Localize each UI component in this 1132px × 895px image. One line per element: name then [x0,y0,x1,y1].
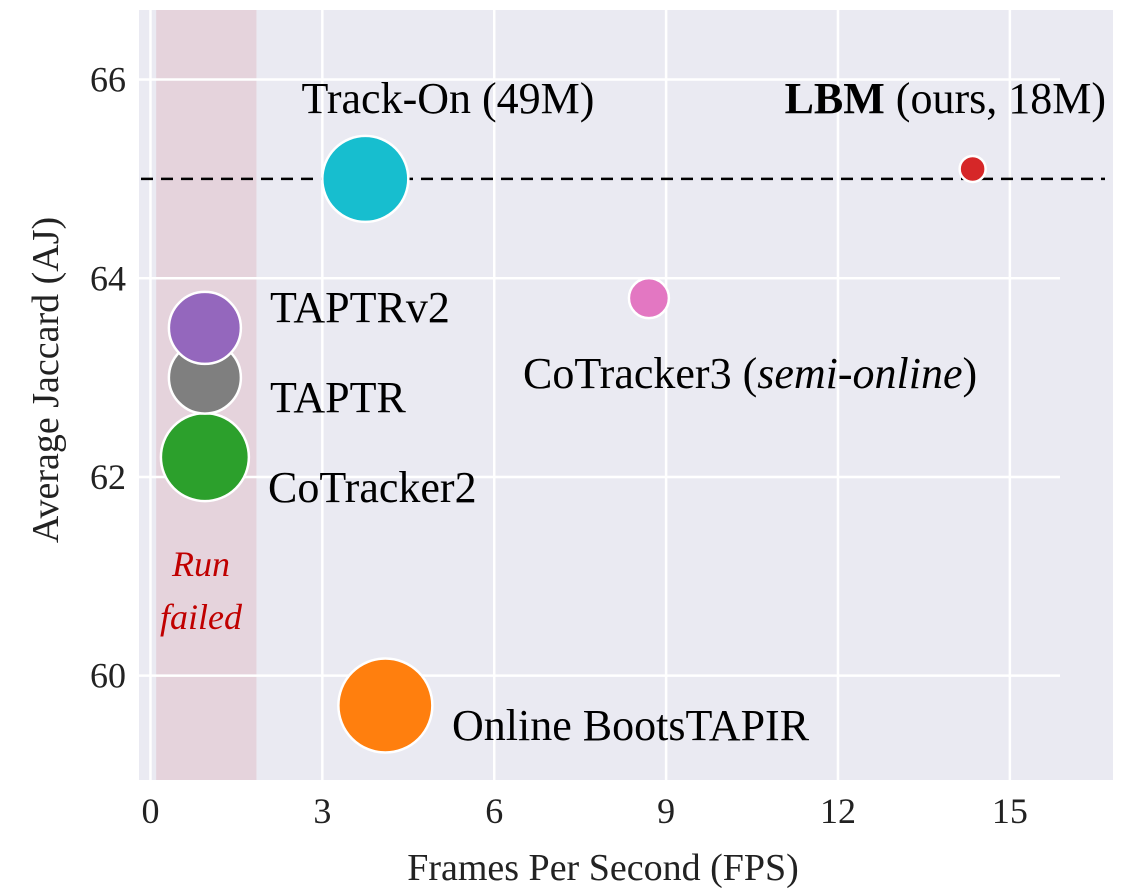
plot-background [139,10,1113,780]
x-axis-title: Frames Per Second (FPS) [407,847,799,889]
y-ticks: 60 62 64 66 [90,60,126,696]
point-cotracker2 [159,411,251,503]
x-tick-label: 6 [485,791,503,831]
run-failed-label-line1: Run [171,544,230,584]
label-track-on: Track-On (49M) [302,74,595,123]
label-lbm: LBM (ours, 18M) [785,74,1106,123]
x-tick-label: 12 [820,791,856,831]
point-cotracker3 [627,276,671,320]
label-taptr: TAPTR [270,373,406,422]
point-lbm [958,154,987,184]
point-online-bootstapir [337,657,434,754]
x-tick-label: 15 [992,791,1028,831]
y-tick-label: 60 [90,656,126,696]
y-axis-title: Average Jaccard (AJ) [25,217,67,543]
point-labels: Track-On (49M) LBM (ours, 18M) CoTracker3 … [268,74,1106,750]
y-tick-label: 66 [90,60,126,100]
grid-lines [139,10,1060,780]
label-online-bootstapir: Online BootsTAPIR [452,701,810,750]
point-track-on [321,134,410,224]
point-taptrv2 [167,290,243,366]
run-failed-label-line2: failed [160,597,243,637]
data-points [159,134,987,754]
y-tick-label: 64 [90,258,126,298]
y-tick-label: 62 [90,457,126,497]
x-tick-label: 9 [657,791,675,831]
x-tick-label: 3 [313,791,331,831]
x-tick-label: 0 [141,791,159,831]
label-cotracker3: CoTracker3 (semi-online) [523,349,977,398]
label-cotracker2: CoTracker2 [268,463,477,512]
x-ticks: 0 3 6 9 12 15 [141,791,1027,831]
label-taptrv2: TAPTRv2 [270,283,450,332]
